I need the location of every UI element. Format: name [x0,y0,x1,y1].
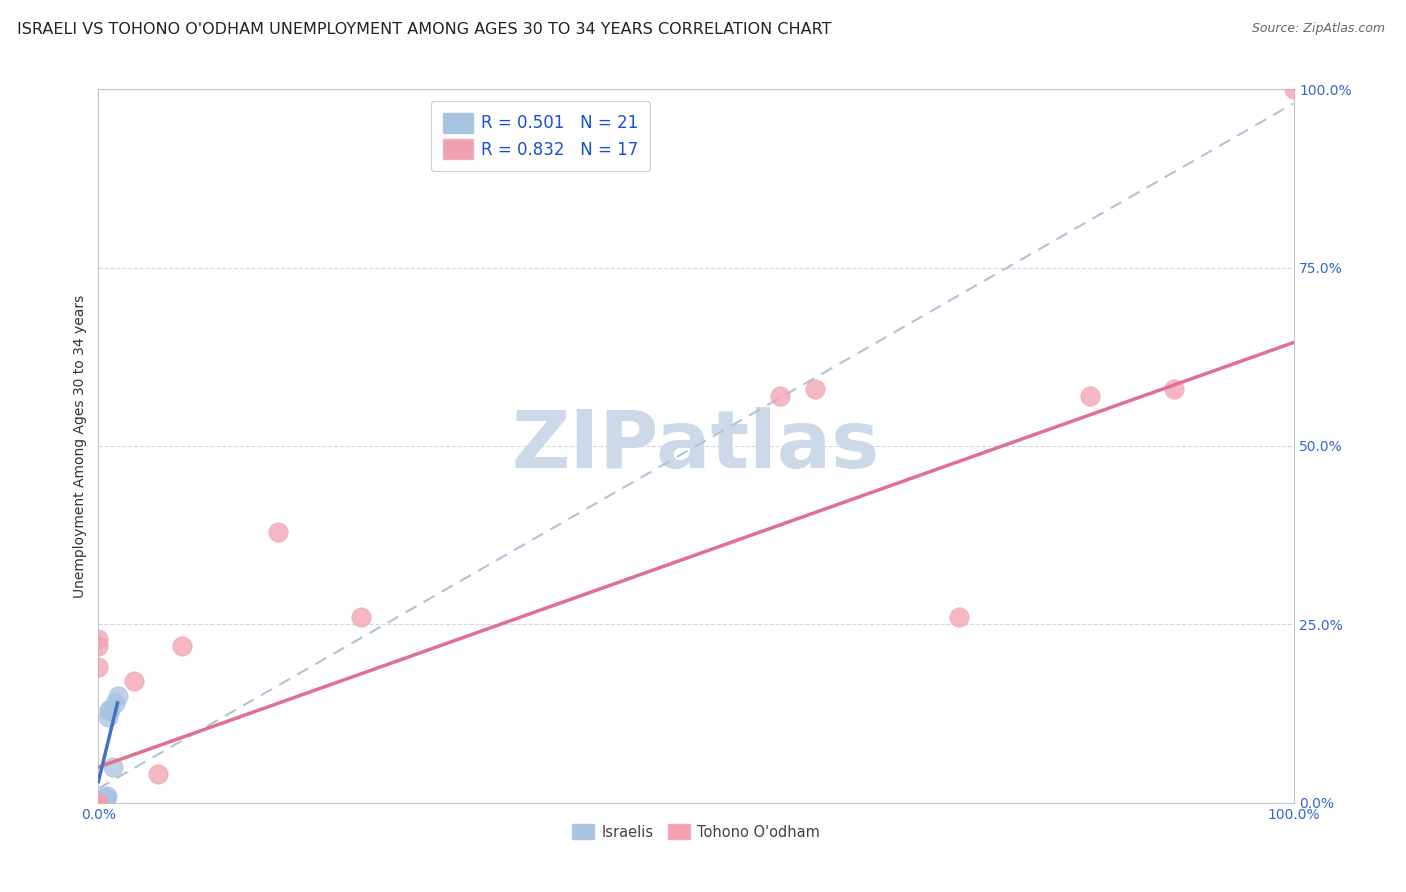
Point [87,796,110,810]
Point [350,610,373,624]
Text: ZIPatlas: ZIPatlas [512,407,880,485]
Point [91,795,114,809]
Point [87,660,110,674]
Point [87,795,110,809]
Point [87,795,110,809]
Point [1080,389,1102,403]
Point [948,610,970,624]
Point [87,796,110,810]
Point [91,795,114,809]
Point [91,794,114,808]
Point [87,796,110,810]
Point [87,796,110,810]
Point [101,760,124,774]
Point [804,382,827,396]
Point [97,710,120,724]
Point [94,792,117,806]
Point [768,389,790,403]
Point [90,796,112,810]
Point [98,703,121,717]
Point [87,796,110,810]
Point [98,703,122,717]
Point [107,689,129,703]
Point [104,696,127,710]
Point [87,796,110,810]
Point [124,674,146,689]
Point [267,524,290,539]
Point [148,767,170,781]
Point [96,789,118,803]
Point [87,639,110,653]
Point [93,792,115,806]
Text: ISRAELI VS TOHONO O'ODHAM UNEMPLOYMENT AMONG AGES 30 TO 34 YEARS CORRELATION CHA: ISRAELI VS TOHONO O'ODHAM UNEMPLOYMENT A… [17,22,831,37]
Point [172,639,194,653]
Point [94,790,117,805]
Point [1282,82,1305,96]
Y-axis label: Unemployment Among Ages 30 to 34 years: Unemployment Among Ages 30 to 34 years [73,294,87,598]
Point [91,794,114,808]
Legend: Israelis, Tohono O'odham: Israelis, Tohono O'odham [567,818,825,846]
Point [87,796,110,810]
Text: Source: ZipAtlas.com: Source: ZipAtlas.com [1251,22,1385,36]
Point [87,632,110,646]
Point [1163,382,1185,396]
